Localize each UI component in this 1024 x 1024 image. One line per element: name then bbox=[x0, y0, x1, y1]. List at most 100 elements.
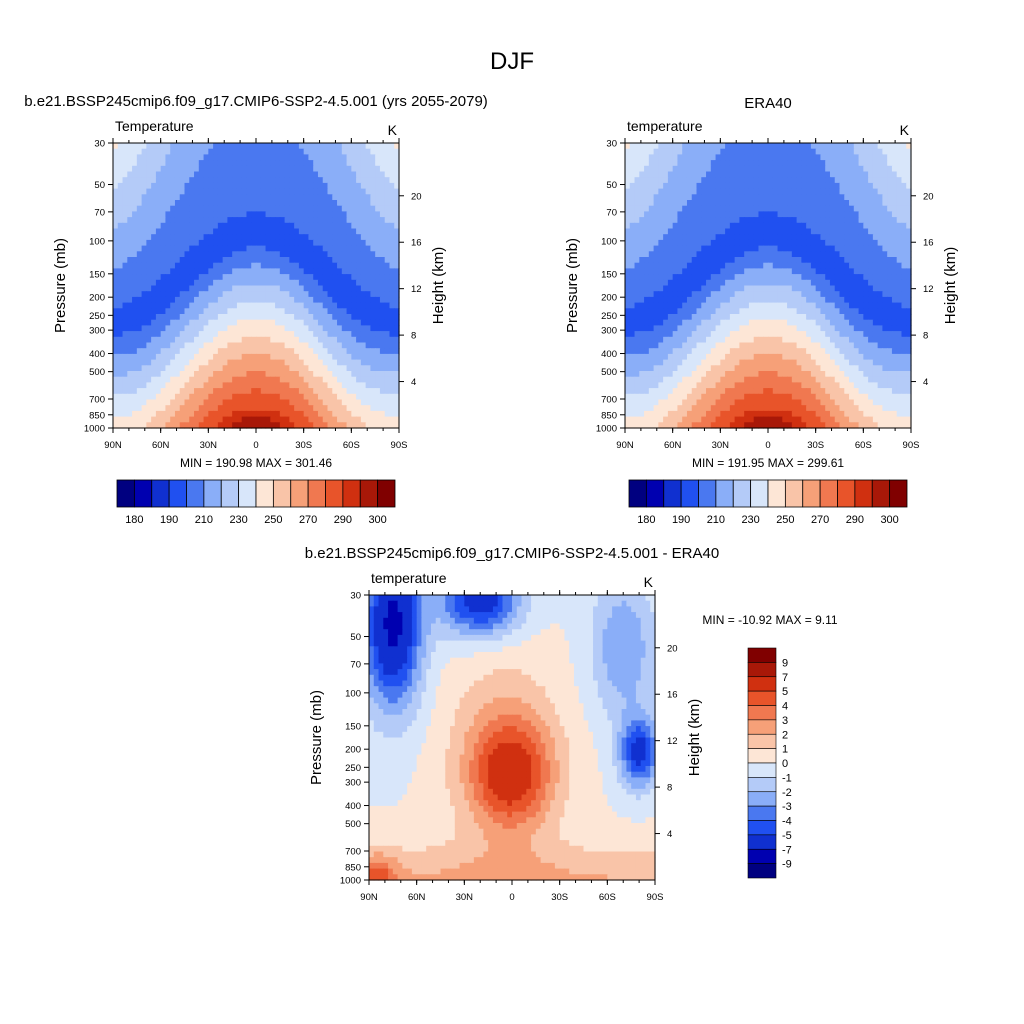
contour-cell bbox=[772, 194, 779, 201]
contour-cell bbox=[113, 314, 119, 321]
contour-cell bbox=[251, 194, 257, 201]
contour-cell bbox=[896, 279, 903, 287]
contour-cell bbox=[801, 251, 807, 258]
contour-cell bbox=[686, 171, 693, 178]
contour-cell bbox=[356, 371, 362, 378]
contour-cell bbox=[170, 177, 176, 184]
contour-cell bbox=[327, 143, 333, 150]
contour-cell bbox=[332, 194, 338, 201]
contour-cell bbox=[337, 348, 343, 355]
contour-cell bbox=[198, 239, 205, 247]
contour-cell bbox=[710, 143, 717, 150]
contour-cell bbox=[194, 405, 200, 412]
contour-cell bbox=[801, 234, 807, 241]
contour-cell bbox=[327, 319, 333, 326]
contour-cell bbox=[787, 285, 793, 292]
contour-cell bbox=[317, 325, 324, 332]
contour-cell bbox=[887, 262, 893, 269]
contour-cell bbox=[815, 302, 822, 309]
contour-cell bbox=[198, 365, 205, 372]
contour-cell bbox=[872, 257, 879, 264]
contour-cell bbox=[179, 148, 186, 155]
contour-cell bbox=[384, 160, 391, 167]
contour-cell bbox=[170, 148, 176, 155]
contour-cell bbox=[791, 314, 798, 321]
contour-cell bbox=[663, 234, 669, 241]
contour-cell bbox=[725, 262, 731, 269]
contour-cell bbox=[644, 302, 650, 309]
contour-cell bbox=[213, 353, 219, 361]
contour-cell bbox=[256, 342, 262, 349]
contour-cell bbox=[820, 251, 826, 258]
contour-cell bbox=[179, 251, 186, 258]
contour-cell bbox=[715, 228, 721, 235]
contour-cell bbox=[820, 182, 826, 190]
contour-cell bbox=[341, 211, 348, 218]
contour-cell bbox=[686, 296, 693, 304]
contour-cell bbox=[327, 154, 333, 161]
contour-cell bbox=[810, 291, 817, 298]
contour-cell bbox=[313, 148, 319, 155]
contour-cell bbox=[213, 262, 219, 269]
contour-cell bbox=[165, 148, 171, 155]
contour-cell bbox=[663, 194, 669, 201]
contour-cell bbox=[270, 399, 276, 406]
contour-cell bbox=[317, 302, 324, 309]
contour-cell bbox=[222, 200, 228, 207]
contour-cell bbox=[232, 182, 238, 190]
contour-cell bbox=[146, 416, 152, 423]
contour-cell bbox=[370, 331, 376, 338]
contour-cell bbox=[379, 217, 386, 224]
contour-cell bbox=[289, 251, 295, 258]
contour-cell bbox=[117, 194, 124, 201]
contour-cell bbox=[160, 376, 167, 383]
contour-cell bbox=[179, 296, 186, 304]
contour-cell bbox=[313, 234, 319, 241]
contour-cell bbox=[346, 314, 352, 321]
contour-cell bbox=[194, 342, 200, 349]
contour-cell bbox=[260, 279, 267, 287]
contour-cell bbox=[710, 171, 717, 178]
contour-cell bbox=[117, 245, 124, 252]
contour-cell bbox=[389, 365, 395, 372]
contour-cell bbox=[270, 262, 276, 269]
contour-cell bbox=[394, 399, 400, 406]
contour-cell bbox=[136, 262, 143, 269]
contour-cell bbox=[136, 410, 143, 418]
contour-cell bbox=[227, 348, 233, 355]
contour-cell bbox=[117, 308, 124, 315]
contour-cell bbox=[758, 262, 764, 269]
contour-cell bbox=[858, 245, 864, 252]
contour-cell bbox=[370, 239, 376, 247]
contour-cell bbox=[127, 177, 133, 184]
contour-cell bbox=[734, 262, 740, 269]
contour-cell bbox=[782, 296, 788, 304]
contour-cell bbox=[160, 143, 167, 150]
contour-cell bbox=[251, 365, 257, 372]
contour-cell bbox=[122, 268, 128, 275]
contour-cell bbox=[644, 257, 650, 264]
contour-cell bbox=[241, 217, 248, 224]
contour-cell bbox=[701, 251, 707, 258]
contour-cell bbox=[868, 285, 874, 292]
contour-cell bbox=[834, 239, 841, 247]
contour-cell bbox=[389, 410, 395, 418]
contour-cell bbox=[906, 194, 912, 201]
contour-cell bbox=[720, 165, 726, 173]
contour-cell bbox=[251, 177, 257, 184]
contour-cell bbox=[222, 274, 228, 281]
contour-cell bbox=[132, 234, 138, 241]
contour-cell bbox=[810, 188, 817, 195]
contour-cell bbox=[341, 393, 348, 401]
contour-cell bbox=[160, 200, 167, 207]
contour-cell bbox=[772, 239, 779, 247]
colorbar-label: 230 bbox=[229, 514, 247, 526]
contour-cell bbox=[136, 325, 143, 332]
contour-cell bbox=[313, 268, 319, 275]
contour-cell bbox=[725, 245, 731, 252]
contour-cell bbox=[763, 160, 769, 167]
contour-cell bbox=[341, 353, 348, 361]
colorbar-label: 180 bbox=[125, 514, 143, 526]
contour-cell bbox=[275, 314, 281, 321]
contour-cell bbox=[710, 205, 717, 212]
